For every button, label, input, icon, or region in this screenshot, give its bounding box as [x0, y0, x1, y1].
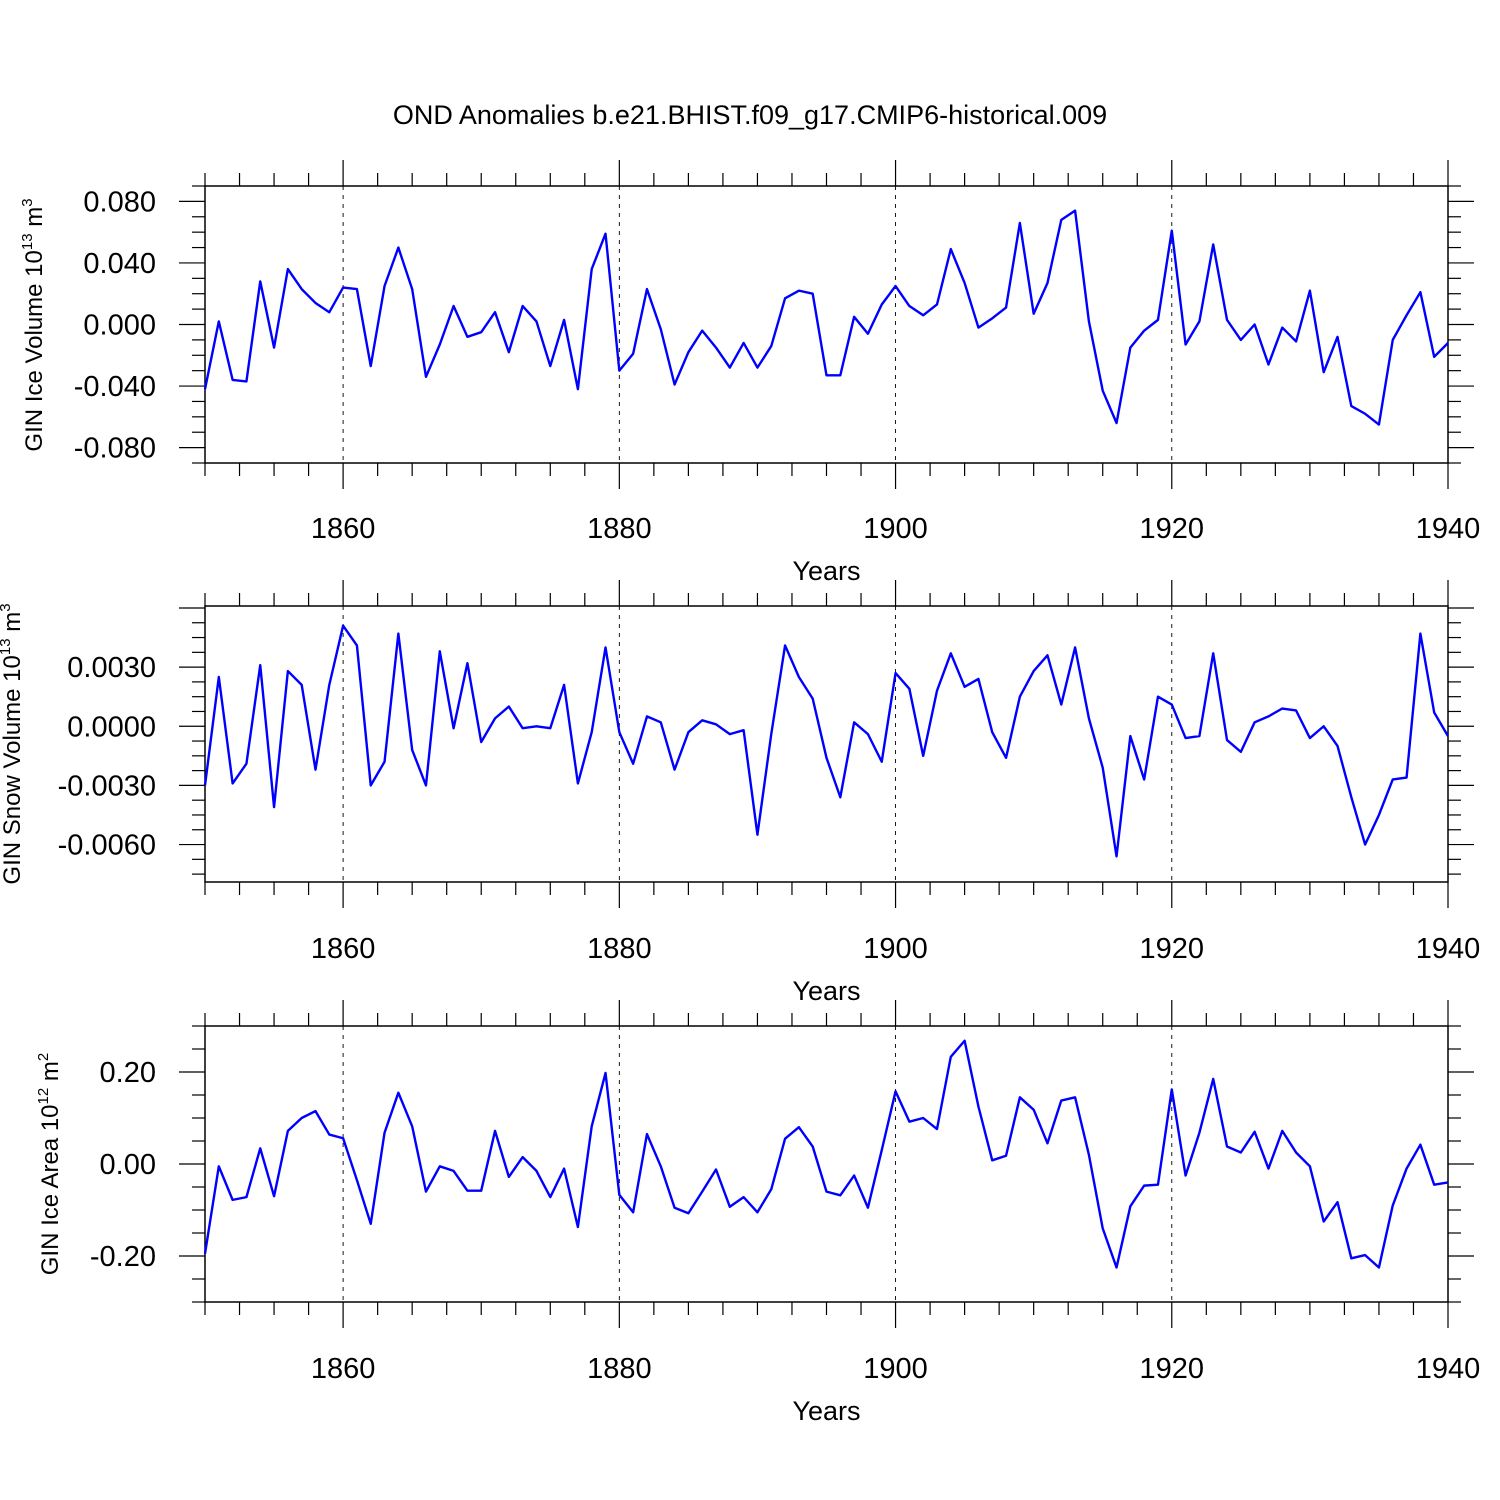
y-tick-label: 0.080: [83, 186, 156, 218]
series-line: [203, 209, 1449, 426]
x-tick-label: 1920: [1140, 1353, 1205, 1385]
panel-ice-area: 1860 1880 1900 1920 1940 Years -0.20 0.00 0.20 GI…: [35, 1000, 1480, 1426]
y-tick-label: -0.080: [74, 433, 156, 465]
y-tick-label: 0.040: [83, 248, 156, 280]
y-tick-label: -0.20: [90, 1241, 156, 1273]
x-axis-title: Years: [792, 1396, 860, 1426]
y-tick-label: 0.0030: [67, 652, 156, 684]
x-tick-label: 1900: [863, 513, 928, 545]
chart-title: OND Anomalies b.e21.BHIST.f09_g17.CMIP6-…: [393, 100, 1107, 130]
x-tick-label: 1940: [1416, 513, 1481, 545]
x-tick-label: 1940: [1416, 1353, 1481, 1385]
x-tick-label: 1880: [587, 933, 652, 965]
x-tick-label: 1900: [863, 933, 928, 965]
plot-frame: [204, 605, 1449, 883]
y-tick-label: 0.000: [83, 310, 156, 342]
x-axis-title: Years: [792, 556, 860, 586]
y-tick-label: 0.20: [100, 1057, 156, 1089]
x-tick-label: 1940: [1416, 933, 1481, 965]
panel-ice-volume: 1860 1880 1900 1920 1940 Years -0.080 -0.040 0.0…: [19, 160, 1480, 586]
x-tick-label: 1880: [587, 513, 652, 545]
x-tick-label: 1860: [311, 513, 376, 545]
x-tick-label: 1920: [1140, 933, 1205, 965]
plot-frame: [204, 1025, 1449, 1303]
series-line: [203, 624, 1450, 858]
x-tick-label: 1860: [311, 933, 376, 965]
x-tick-label: 1880: [587, 1353, 652, 1385]
y-tick-label: 0.0000: [67, 711, 156, 743]
plot-frame: [204, 185, 1449, 464]
y-tick-label: -0.0030: [58, 770, 156, 802]
y-axis-title: GIN Snow Volume 1013 m3: [0, 603, 26, 884]
x-tick-label: 1900: [863, 1353, 928, 1385]
series-line: [203, 1039, 1449, 1269]
x-tick-label: 1920: [1140, 513, 1205, 545]
y-tick-label: 0.00: [100, 1149, 156, 1181]
panel-snow-volume: 1860 1880 1900 1920 1940 Years -0.0060 -0.0030 0…: [0, 580, 1480, 1006]
y-axis-title: GIN Ice Area 1012 m2: [35, 1053, 64, 1275]
y-tick-label: -0.0060: [58, 830, 156, 862]
x-axis-title: Years: [792, 976, 860, 1006]
x-tick-label: 1860: [311, 1353, 376, 1385]
y-tick-label: -0.040: [74, 371, 156, 403]
y-axis-title: GIN Ice Volume 1013 m3: [19, 198, 48, 451]
